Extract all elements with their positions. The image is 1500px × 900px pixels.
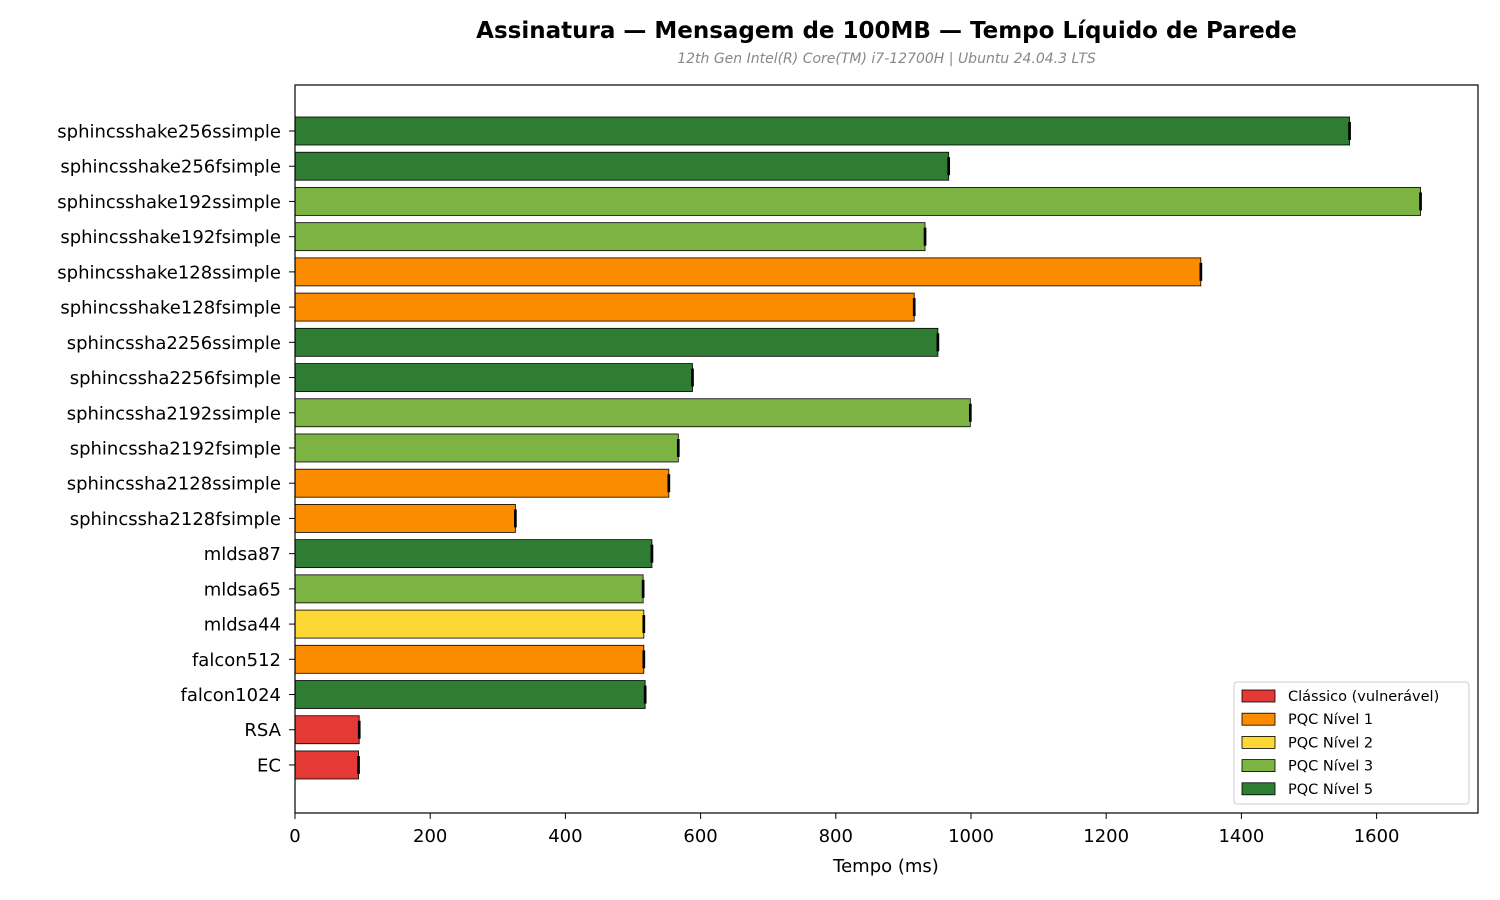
legend-swatch bbox=[1241, 782, 1276, 796]
bar-EC bbox=[294, 750, 359, 780]
x-tick-label: 200 bbox=[413, 826, 447, 847]
y-tick-label: sphincsshake128fsimple bbox=[60, 298, 281, 319]
bar-sphincssha2256ssimple bbox=[294, 327, 939, 357]
error-bar bbox=[667, 474, 671, 493]
error-bar bbox=[514, 509, 517, 528]
bars-layer bbox=[294, 116, 1422, 780]
error-bar bbox=[1419, 192, 1422, 211]
y-tick-label: sphincssha2192fsimple bbox=[70, 438, 281, 459]
legend-label: Clássico (vulnerável) bbox=[1288, 689, 1439, 705]
bar-sphincsshake256fsimple bbox=[294, 151, 950, 181]
legend: Clássico (vulnerável) PQC Nível 1 PQC Níve… bbox=[1233, 681, 1470, 805]
legend-box bbox=[1233, 681, 1470, 805]
error-bar bbox=[936, 333, 940, 352]
error-bar bbox=[650, 544, 654, 563]
bar-falcon1024 bbox=[294, 680, 646, 709]
error-bar bbox=[1348, 122, 1351, 140]
x-axis-ticks: 0 200 400 600 800 1000 1200 1400 1600 bbox=[289, 813, 1400, 847]
error-bar bbox=[968, 403, 972, 422]
error-bar bbox=[357, 755, 360, 774]
bar-sphincssha2128ssimple bbox=[294, 468, 670, 498]
y-tick-label: mldsa65 bbox=[204, 579, 281, 600]
error-bar bbox=[641, 579, 645, 598]
y-tick-label: falcon512 bbox=[192, 650, 281, 671]
legend-label: PQC Nível 2 bbox=[1288, 735, 1373, 751]
bar-mldsa65 bbox=[294, 574, 644, 604]
y-tick-label: sphincssha2128fsimple bbox=[70, 509, 281, 530]
bar-sphincsshake192ssimple bbox=[294, 187, 1421, 216]
plot-frame bbox=[294, 84, 1479, 814]
chart-subtitle: 12th Gen Intel(R) Core(TM) i7-12700H | U… bbox=[677, 51, 1096, 67]
legend-swatch bbox=[1241, 736, 1276, 749]
x-tick-label: 600 bbox=[683, 826, 717, 847]
error-bar bbox=[676, 438, 680, 457]
bar-sphincsshake256ssimple bbox=[294, 116, 1350, 146]
x-tick-label: 0 bbox=[289, 826, 300, 847]
error-bar bbox=[357, 720, 361, 739]
y-tick-label: sphincsshake128ssimple bbox=[57, 262, 281, 283]
error-bar bbox=[1199, 262, 1203, 281]
legend-label: PQC Nível 1 bbox=[1288, 712, 1373, 728]
x-axis-label: Tempo (ms) bbox=[832, 856, 939, 877]
x-tick-label: 1200 bbox=[1083, 826, 1129, 847]
x-tick-label: 1400 bbox=[1218, 826, 1264, 847]
bar-falcon512 bbox=[294, 644, 645, 674]
y-tick-label: RSA bbox=[244, 720, 281, 741]
legend-swatch bbox=[1241, 689, 1276, 703]
bar-RSA bbox=[294, 715, 360, 745]
bar-mldsa44 bbox=[294, 609, 645, 639]
bar-sphincssha2192fsimple bbox=[294, 433, 679, 463]
y-axis-ticks: sphincsshake256ssimple sphincsshake256fsi… bbox=[57, 122, 295, 776]
bar-sphincsshake128fsimple bbox=[294, 292, 915, 322]
bar-mldsa87 bbox=[294, 539, 653, 569]
error-bar bbox=[642, 650, 646, 669]
legend-label: PQC Nível 5 bbox=[1288, 782, 1373, 798]
y-tick-label: falcon1024 bbox=[181, 685, 282, 706]
y-tick-label: mldsa44 bbox=[204, 615, 281, 636]
y-tick-label: sphincssha2256fsimple bbox=[70, 368, 281, 389]
error-bar bbox=[643, 685, 647, 704]
bar-sphincsshake192fsimple bbox=[294, 222, 926, 252]
error-bar bbox=[923, 227, 927, 246]
bar-sphincsshake128ssimple bbox=[294, 257, 1202, 287]
x-tick-label: 1000 bbox=[948, 826, 994, 847]
y-tick-label: sphincsshake192ssimple bbox=[57, 192, 281, 213]
y-tick-label: sphincssha2192ssimple bbox=[67, 403, 281, 424]
bar-sphincssha2192ssimple bbox=[294, 398, 971, 428]
x-tick-label: 800 bbox=[819, 826, 853, 847]
legend-label: PQC Nível 3 bbox=[1288, 759, 1373, 775]
legend-swatch bbox=[1241, 759, 1276, 772]
error-bar bbox=[912, 298, 916, 317]
chart-title: Assinatura — Mensagem de 100MB — Tempo L… bbox=[476, 18, 1297, 44]
bar-sphincssha2256fsimple bbox=[294, 363, 693, 392]
y-tick-label: EC bbox=[257, 755, 281, 776]
x-tick-label: 400 bbox=[548, 826, 582, 847]
y-tick-label: sphincsshake256ssimple bbox=[57, 122, 281, 143]
y-tick-label: sphincssha2256ssimple bbox=[67, 333, 281, 354]
x-tick-label: 1600 bbox=[1354, 826, 1400, 847]
error-bar bbox=[642, 615, 646, 634]
y-tick-label: sphincsshake256fsimple bbox=[60, 157, 281, 178]
error-bar bbox=[691, 368, 694, 387]
error-bar bbox=[947, 157, 951, 176]
y-tick-label: sphincssha2128ssimple bbox=[67, 474, 281, 495]
y-tick-label: sphincsshake192fsimple bbox=[60, 227, 281, 248]
bar-sphincssha2128fsimple bbox=[294, 504, 516, 533]
y-tick-label: mldsa87 bbox=[204, 544, 281, 565]
legend-swatch bbox=[1241, 712, 1276, 726]
